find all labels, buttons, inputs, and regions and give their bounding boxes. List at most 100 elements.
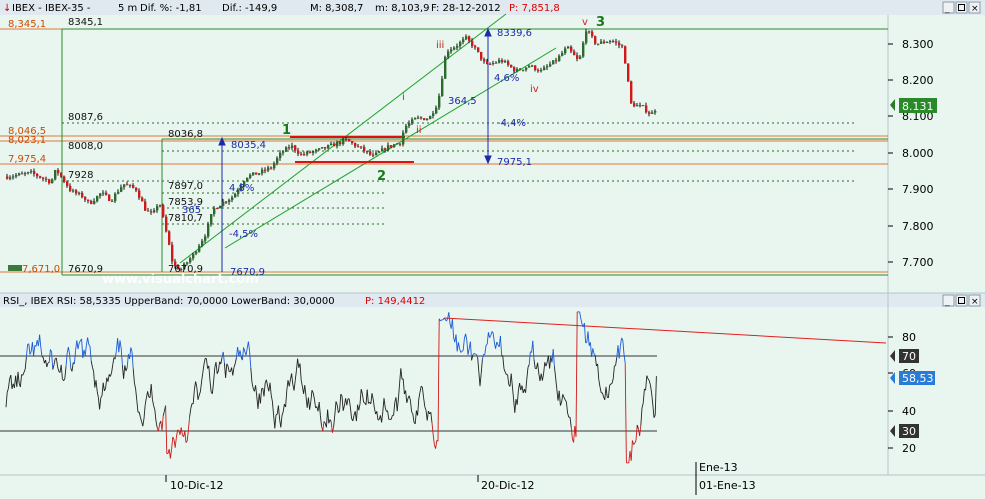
candle-body (78, 193, 80, 194)
candle-body (189, 258, 191, 262)
candle-body (102, 193, 104, 194)
candle-body (246, 178, 248, 182)
candle-body (396, 144, 398, 145)
candle-body (606, 42, 608, 43)
candle-body (81, 193, 83, 197)
candle-body (633, 103, 635, 106)
candle-body (561, 53, 563, 56)
rsi-segment (205, 358, 206, 359)
candle-body (420, 117, 422, 118)
x-tick-20-dic: 20-Dic-12 (481, 479, 535, 492)
candle-body (90, 201, 92, 204)
candle-body (528, 66, 530, 67)
candle-body (600, 41, 602, 43)
candle-body (501, 60, 503, 62)
candle-body (564, 48, 566, 53)
rsi-maximize-button[interactable] (956, 295, 967, 306)
candle-body (597, 44, 599, 45)
watermark: www.visualchart.com (102, 272, 259, 287)
candle-body (195, 252, 197, 254)
candle-body (411, 119, 413, 123)
left-label-4: 7,671,0 (22, 264, 60, 275)
candle-body (615, 41, 617, 42)
header-symbol: IBEX - IBEX-35 - (12, 3, 91, 14)
candle-body (588, 31, 590, 32)
wave-2: 2 (377, 169, 386, 184)
candle-body (648, 112, 650, 114)
green-flag-icon (8, 265, 22, 271)
tick-7900: 7.900 (902, 183, 934, 196)
candle-body (114, 194, 116, 201)
candle-body (531, 66, 533, 67)
candle-body (315, 150, 317, 152)
lbl-8345: 8345,1 (68, 17, 103, 28)
header-diff: Dif.: -149,9 (222, 3, 277, 14)
lbl-7897: 7897,0 (168, 181, 203, 192)
tick-8000: 8.000 (902, 147, 934, 160)
wave-1: 1 (282, 123, 291, 138)
candle-body (369, 151, 371, 154)
candle-body (312, 151, 314, 152)
candle-body (525, 68, 527, 70)
candle-body (66, 182, 68, 186)
candle-body (138, 191, 140, 198)
candle-body (363, 147, 365, 151)
lbl-minus-4-4: -4,4% (497, 118, 526, 129)
candle-body (582, 43, 584, 57)
candle-body (399, 144, 401, 145)
candle-body (33, 171, 35, 174)
candle-body (27, 172, 29, 173)
lbl-364: 364,5 (448, 96, 477, 107)
candle-body (522, 70, 524, 71)
candle-body (159, 205, 161, 206)
candle-body (486, 61, 488, 63)
candle-body (123, 184, 125, 187)
candle-body (534, 66, 536, 70)
candle-body (405, 126, 407, 133)
candle-body (162, 205, 164, 216)
candle-body (6, 177, 8, 179)
candle-body (630, 81, 632, 103)
candle-body (468, 36, 470, 40)
candle-body (150, 211, 152, 212)
header-p: P: 7,851,8 (509, 3, 560, 14)
candle-body (42, 178, 44, 179)
x-tick-ene-13: Ene-13 (699, 461, 738, 474)
candle-body (15, 175, 17, 176)
candle-body (87, 200, 89, 201)
candle-body (552, 60, 554, 64)
candle-body (210, 214, 212, 224)
candle-body (228, 200, 230, 202)
lbl-8035: 8035,4 (231, 140, 266, 151)
candle-body (108, 195, 110, 201)
rsi-segment (178, 430, 179, 431)
candle-body (489, 64, 491, 65)
candle-body (48, 180, 50, 184)
candle-body (627, 64, 629, 82)
candle-body (498, 60, 500, 62)
rsi-segment (614, 365, 615, 366)
candle-body (36, 174, 38, 176)
candle-body (519, 69, 521, 70)
candle-body (219, 206, 221, 208)
subwave-ii: ii (416, 125, 422, 136)
rsi-minimize-icon: _ (944, 297, 950, 307)
rsi-segment (378, 420, 379, 421)
candle-body (294, 146, 296, 151)
candle-body (261, 170, 263, 174)
candle-body (171, 245, 173, 262)
maximize-button[interactable] (956, 2, 967, 13)
header-min: m: 8,103,9 (375, 3, 429, 14)
candle-body (429, 116, 431, 119)
candle-body (309, 152, 311, 153)
candle-body (426, 119, 428, 120)
candle-body (231, 197, 233, 199)
left-label-3: 7,975,4 (8, 154, 46, 165)
candle-body (510, 65, 512, 67)
candle-body (255, 172, 257, 174)
candle-body (39, 176, 41, 178)
candle-body (546, 66, 548, 67)
candle-body (72, 190, 74, 191)
candle-body (297, 151, 299, 154)
candle-body (639, 105, 641, 106)
